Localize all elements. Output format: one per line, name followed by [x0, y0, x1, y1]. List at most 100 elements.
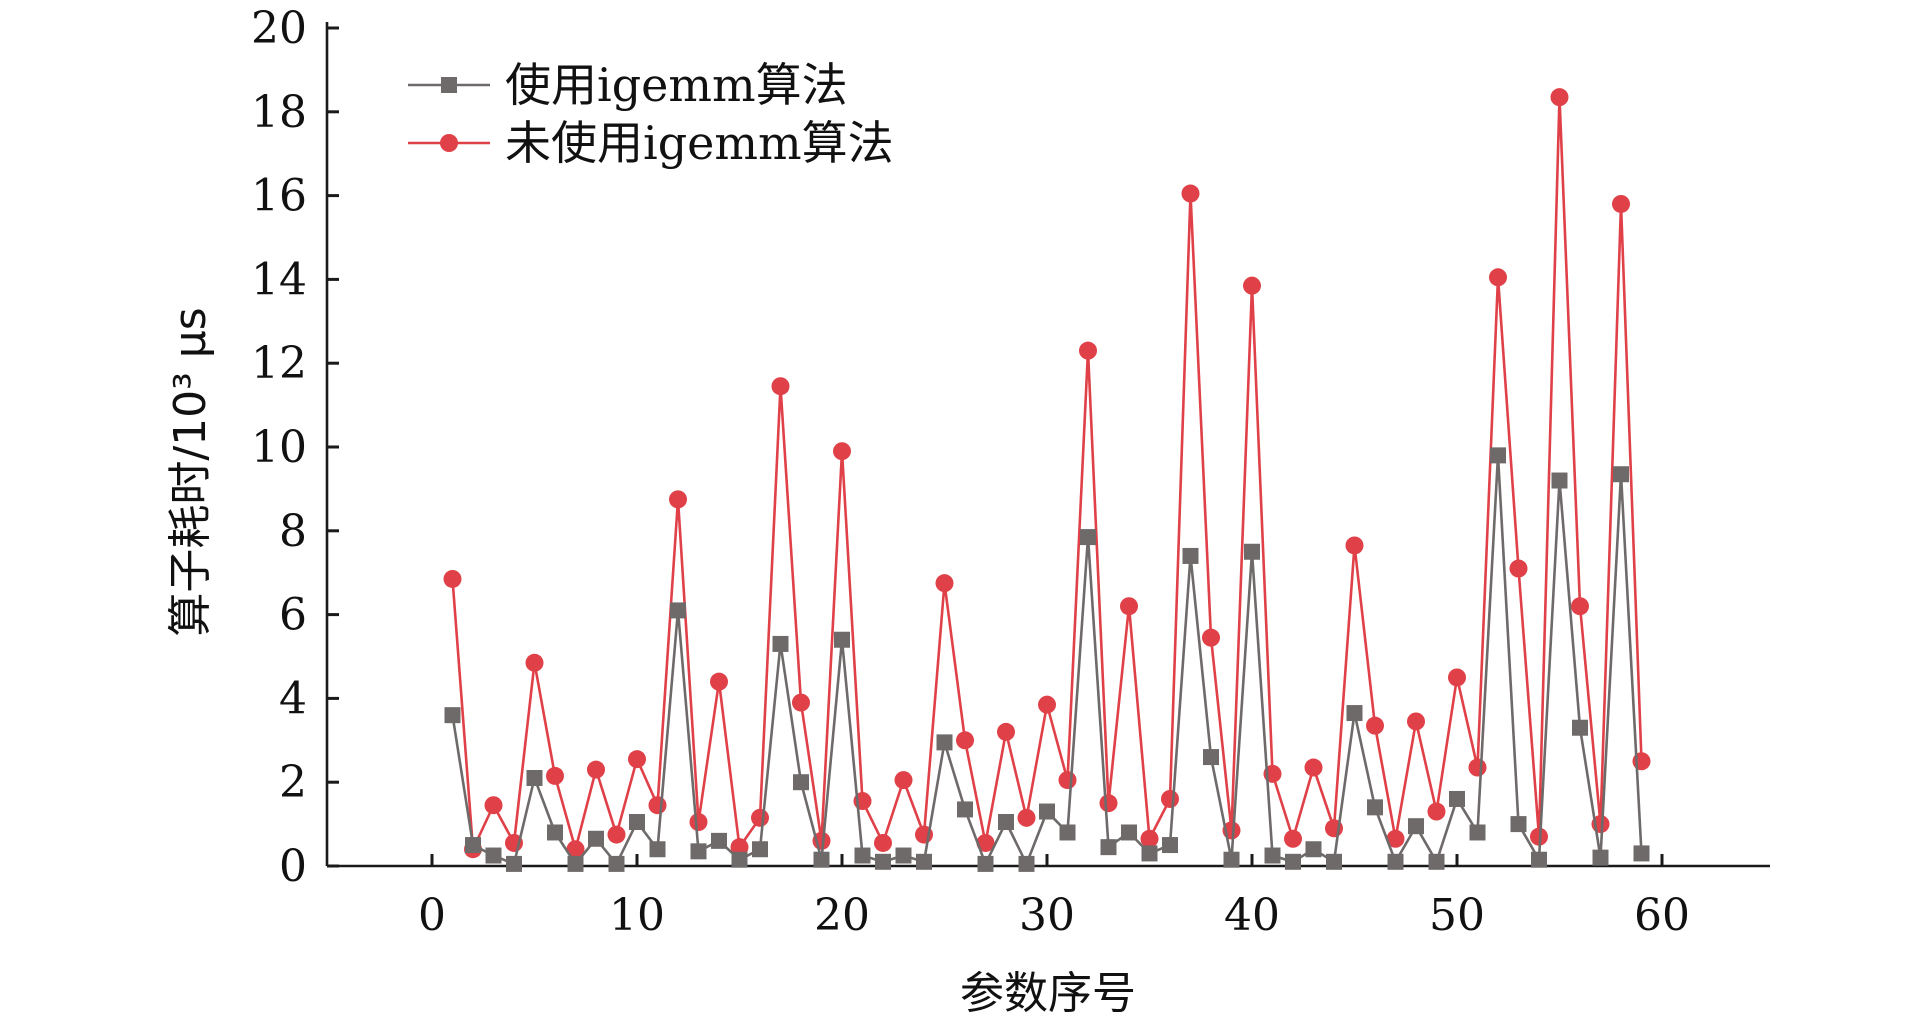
data-point-circle [1304, 758, 1323, 777]
data-point-circle [689, 813, 708, 832]
data-point-square [1387, 853, 1404, 870]
data-point-circle [1407, 712, 1425, 731]
data-point-square [1592, 849, 1609, 866]
data-point-square [1121, 824, 1137, 841]
data-point-circle [792, 693, 810, 712]
data-point-square [1223, 851, 1240, 868]
y-tick-label: 16 [251, 171, 307, 222]
x-tick-label: 30 [1019, 890, 1075, 941]
data-point-circle [648, 796, 667, 815]
y-tick-label: 6 [279, 590, 307, 641]
data-point-square [834, 631, 850, 648]
data-point-square [772, 635, 789, 652]
data-point-square [1408, 818, 1424, 835]
data-point-circle [1058, 771, 1077, 790]
data-point-square [465, 837, 481, 854]
data-point-square [1244, 543, 1260, 560]
x-tick-label: 50 [1429, 890, 1485, 941]
y-axis-title: 算子耗时/10³ μs [165, 307, 216, 636]
data-point-circle [874, 833, 892, 852]
legend-label: 未使用igemm算法 [505, 116, 894, 170]
data-point-circle [628, 750, 646, 769]
data-point-square [506, 855, 522, 872]
data-point-square [793, 774, 809, 791]
data-point-circle [443, 569, 462, 588]
data-point-circle [1284, 829, 1302, 848]
data-point-square [1100, 839, 1117, 856]
data-point-square [731, 851, 748, 868]
data-point-square [526, 770, 543, 787]
data-point-circle [1366, 716, 1384, 735]
legend-square-marker [441, 77, 457, 93]
data-point-circle [710, 672, 728, 691]
data-point-square [1141, 845, 1158, 862]
x-tick-label: 0 [418, 890, 446, 941]
data-point-square [1285, 853, 1301, 870]
data-point-square [813, 851, 830, 868]
data-point-circle [1468, 758, 1487, 777]
data-point-square [1182, 547, 1199, 564]
data-point-square [998, 814, 1014, 831]
data-point-square [895, 847, 912, 864]
legend-label: 使用igemm算法 [505, 58, 848, 112]
data-point-square [916, 853, 932, 870]
data-point-circle [1140, 829, 1159, 848]
data-point-square [1551, 472, 1568, 489]
data-point-circle [1448, 668, 1466, 687]
data-point-square [444, 707, 461, 724]
data-point-square [1449, 790, 1465, 807]
data-point-square [1162, 837, 1178, 854]
data-point-square [1613, 466, 1629, 483]
data-point-circle [546, 766, 564, 785]
data-point-square [752, 841, 768, 858]
x-tick-label: 10 [609, 890, 665, 941]
data-point-circle [525, 653, 544, 672]
data-point-square [936, 734, 953, 751]
data-point-circle [1345, 536, 1364, 555]
data-point-circle [751, 808, 769, 827]
legend-circle-marker [440, 134, 458, 152]
data-point-square [1367, 799, 1383, 816]
y-tick-label: 12 [251, 338, 307, 389]
data-point-square [1510, 816, 1527, 833]
y-tick-label: 2 [279, 757, 307, 808]
data-point-square [485, 847, 502, 864]
data-point-square [629, 814, 645, 831]
data-point-square [1018, 855, 1035, 872]
data-point-circle [771, 377, 790, 396]
data-point-circle [1038, 695, 1056, 714]
data-point-square [1346, 705, 1363, 722]
data-point-circle [1017, 808, 1036, 827]
data-point-circle [607, 825, 626, 844]
data-point-circle [1120, 597, 1138, 616]
tick-marks: 0 2 4 6 8 10 12 14 16 18 20 0 10 20 30 40 50 60 [251, 3, 1690, 941]
data-point-circle [730, 838, 749, 857]
data-point-circle [1181, 184, 1200, 203]
data-point-circle [1202, 628, 1220, 647]
data-point-square [875, 853, 891, 870]
data-point-circle [1099, 794, 1118, 813]
data-point-square [1080, 529, 1096, 546]
data-point-square [608, 855, 625, 872]
x-axis-title: 参数序号 [960, 968, 1136, 1016]
data-point-square [1264, 847, 1281, 864]
data-point-square [1572, 719, 1588, 736]
data-point-circle [1427, 802, 1446, 821]
data-point-circle [566, 840, 585, 859]
data-point-circle [1079, 341, 1097, 360]
data-point-square [1059, 824, 1076, 841]
data-point-square [957, 801, 973, 818]
data-point-square [547, 824, 563, 841]
data-point-square [1428, 853, 1445, 870]
data-point-circle [1489, 268, 1507, 287]
data-point-circle [956, 731, 974, 750]
data-point-square [690, 843, 707, 860]
series-1 [444, 447, 1650, 872]
y-tick-label: 10 [251, 422, 307, 473]
y-tick-label: 14 [251, 254, 307, 305]
data-point-square [854, 847, 871, 864]
y-tick-label: 4 [279, 673, 307, 724]
